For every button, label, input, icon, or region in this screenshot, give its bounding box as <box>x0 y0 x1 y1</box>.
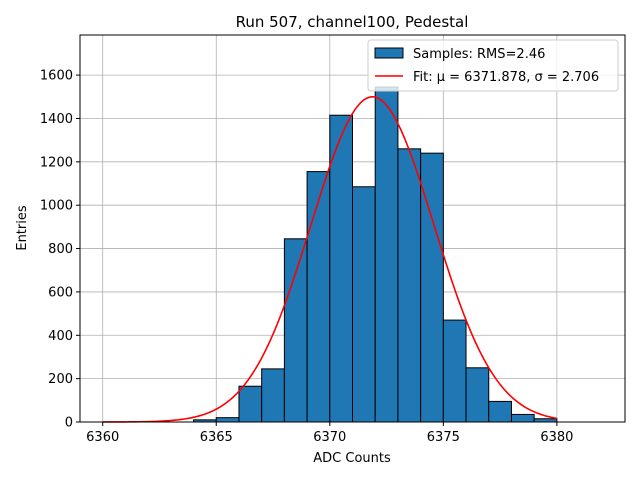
histogram-bar-6365 <box>215 417 240 423</box>
legend-swatch-samples <box>374 47 404 59</box>
y-tick-label-1: 200 <box>48 372 73 387</box>
gaussian-fit-curve <box>102 95 558 423</box>
histogram-bar-6376 <box>465 367 490 423</box>
histogram-bar-6375 <box>442 319 467 423</box>
x-tick-label-4: 6380 <box>540 430 573 445</box>
y-tick-label-4: 800 <box>48 242 73 257</box>
histogram-bar-6371 <box>352 186 376 423</box>
histogram-bar-6368 <box>283 238 308 423</box>
histogram-bar-6370 <box>329 114 353 423</box>
y-tick-label-3: 600 <box>48 285 73 300</box>
y-axis-ticks: 0 200 400 600 800 1000 1200 1400 1600 <box>40 69 80 431</box>
y-tick-label-5: 1000 <box>40 199 73 214</box>
x-tick-label-3: 6375 <box>427 430 460 445</box>
x-axis-label: ADC Counts <box>313 451 391 466</box>
histogram-bar-6377 <box>488 400 512 423</box>
legend: Samples: RMS=2.46 Fit: μ = 6371.878, σ =… <box>367 39 619 92</box>
legend-label-fit: Fit: μ = 6371.878, σ = 2.706 <box>413 70 599 85</box>
fit-curve-group <box>102 95 558 423</box>
histogram-bars <box>193 86 558 423</box>
legend-box <box>367 39 619 92</box>
y-tick-label-6: 1200 <box>40 155 73 170</box>
histogram-bar-6372 <box>374 86 399 423</box>
legend-label-samples: Samples: RMS=2.46 <box>413 47 545 62</box>
histogram-bar-6373 <box>397 148 422 423</box>
x-tick-label-0: 6360 <box>86 430 119 445</box>
y-axis-label: Entries <box>15 205 30 251</box>
histogram-bar-6378 <box>510 413 535 423</box>
y-tick-label-0: 0 <box>65 416 73 431</box>
x-tick-label-1: 6365 <box>200 430 233 445</box>
histogram-bar-6366 <box>238 385 263 423</box>
y-tick-label-8: 1600 <box>40 69 73 84</box>
x-tick-label-2: 6370 <box>313 430 346 445</box>
x-axis-ticks: 6360 6365 6370 6375 6380 <box>86 422 573 445</box>
y-tick-label-7: 1400 <box>40 112 73 127</box>
plot-frame <box>79 34 626 423</box>
y-tick-label-2: 400 <box>48 329 73 344</box>
histogram-bar-6367 <box>261 368 285 423</box>
histogram-bar-6369 <box>306 171 331 423</box>
chart-title: Run 507, channel100, Pedestal <box>236 13 469 31</box>
